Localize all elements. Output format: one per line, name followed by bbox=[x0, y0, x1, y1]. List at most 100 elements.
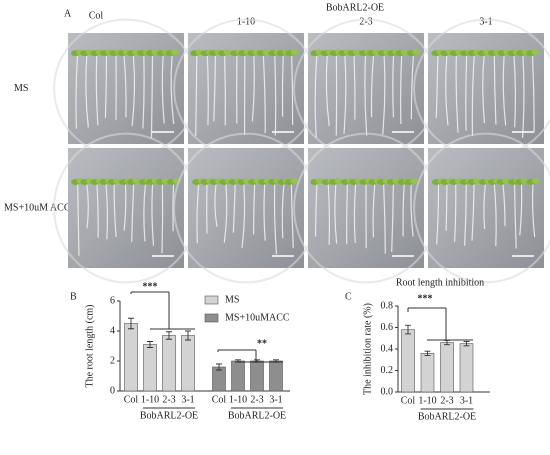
root bbox=[151, 183, 155, 246]
root bbox=[482, 55, 486, 124]
column-label: 1-10 bbox=[237, 16, 255, 27]
x-tick-label: 1-10 bbox=[229, 394, 247, 405]
column-label: Col bbox=[89, 10, 104, 21]
root bbox=[445, 183, 448, 231]
seedling bbox=[290, 178, 299, 184]
root bbox=[241, 183, 246, 248]
bar bbox=[162, 335, 176, 392]
bar bbox=[124, 323, 138, 392]
root bbox=[274, 55, 277, 136]
root bbox=[96, 183, 99, 238]
bar bbox=[420, 352, 435, 393]
root bbox=[353, 55, 356, 120]
x-tick-label: Col bbox=[124, 394, 139, 405]
bar bbox=[269, 360, 283, 392]
root bbox=[314, 183, 318, 237]
root bbox=[493, 183, 497, 247]
seedling bbox=[502, 178, 511, 184]
seedling bbox=[531, 178, 540, 184]
root bbox=[453, 183, 457, 242]
root bbox=[85, 55, 89, 128]
root bbox=[382, 55, 386, 135]
root bbox=[142, 55, 145, 129]
root bbox=[232, 183, 236, 233]
root bbox=[364, 55, 368, 136]
x-tick-label: Col bbox=[401, 395, 416, 406]
row-label: MS bbox=[14, 83, 28, 94]
bar bbox=[143, 344, 157, 392]
x-tick-label: 1-10 bbox=[141, 394, 159, 405]
bar bbox=[440, 342, 454, 393]
root bbox=[131, 55, 136, 127]
significance: *** bbox=[418, 293, 433, 304]
root bbox=[513, 55, 517, 128]
seedling bbox=[290, 49, 299, 55]
root bbox=[493, 55, 497, 125]
legend-swatch bbox=[204, 295, 219, 305]
root bbox=[519, 183, 523, 236]
seedling bbox=[171, 49, 180, 55]
seedling bbox=[400, 49, 409, 55]
row-label: MS+10uM ACC bbox=[4, 202, 71, 213]
root bbox=[75, 55, 79, 129]
seedling bbox=[262, 49, 271, 55]
x-tick-label: 2-3 bbox=[250, 394, 263, 405]
root bbox=[436, 183, 440, 245]
root bbox=[214, 183, 218, 227]
y-tick-label: 6 bbox=[110, 295, 115, 306]
x-tick-label: 3-1 bbox=[181, 394, 194, 405]
root bbox=[531, 55, 535, 132]
y-tick-label: 0 bbox=[110, 385, 115, 396]
error-bar bbox=[185, 330, 191, 341]
root bbox=[502, 55, 507, 126]
root bbox=[281, 55, 284, 117]
bar bbox=[459, 343, 474, 393]
root bbox=[123, 55, 127, 118]
significance: ** bbox=[257, 338, 267, 349]
seedling bbox=[132, 178, 141, 184]
root bbox=[410, 183, 414, 237]
root bbox=[471, 183, 475, 241]
root bbox=[325, 55, 330, 127]
photo bbox=[188, 148, 304, 268]
root bbox=[252, 183, 256, 235]
root bbox=[402, 183, 405, 237]
seedling bbox=[531, 49, 540, 55]
seedling bbox=[223, 49, 232, 55]
root bbox=[143, 183, 146, 242]
y-tick-label: 2 bbox=[110, 355, 115, 366]
root bbox=[471, 55, 475, 136]
root bbox=[327, 183, 331, 245]
y-tick-label: 0.2 bbox=[381, 365, 394, 376]
error-bar bbox=[147, 341, 153, 348]
error-bar bbox=[166, 331, 172, 340]
panel-label: C bbox=[345, 291, 352, 302]
root bbox=[86, 183, 89, 229]
root bbox=[353, 183, 357, 244]
photo bbox=[428, 148, 544, 268]
error-bar bbox=[405, 324, 411, 335]
root bbox=[502, 183, 506, 227]
root bbox=[410, 55, 414, 120]
root bbox=[400, 55, 403, 125]
root bbox=[172, 183, 175, 232]
column-label: 2-3 bbox=[359, 16, 372, 27]
root bbox=[343, 55, 347, 134]
root bbox=[392, 55, 395, 118]
root bbox=[213, 55, 217, 122]
dish-rim bbox=[413, 132, 550, 284]
root bbox=[465, 55, 468, 131]
bar bbox=[250, 360, 264, 392]
root bbox=[464, 183, 467, 246]
seedling bbox=[334, 178, 343, 184]
y-tick-label: 0.8 bbox=[381, 300, 394, 311]
bar bbox=[231, 360, 245, 392]
root bbox=[370, 55, 375, 118]
error-bar bbox=[128, 317, 134, 330]
root bbox=[291, 55, 294, 125]
root bbox=[383, 183, 386, 254]
y-tick-label: 0.6 bbox=[381, 322, 394, 333]
root bbox=[223, 183, 228, 243]
root bbox=[77, 183, 80, 256]
